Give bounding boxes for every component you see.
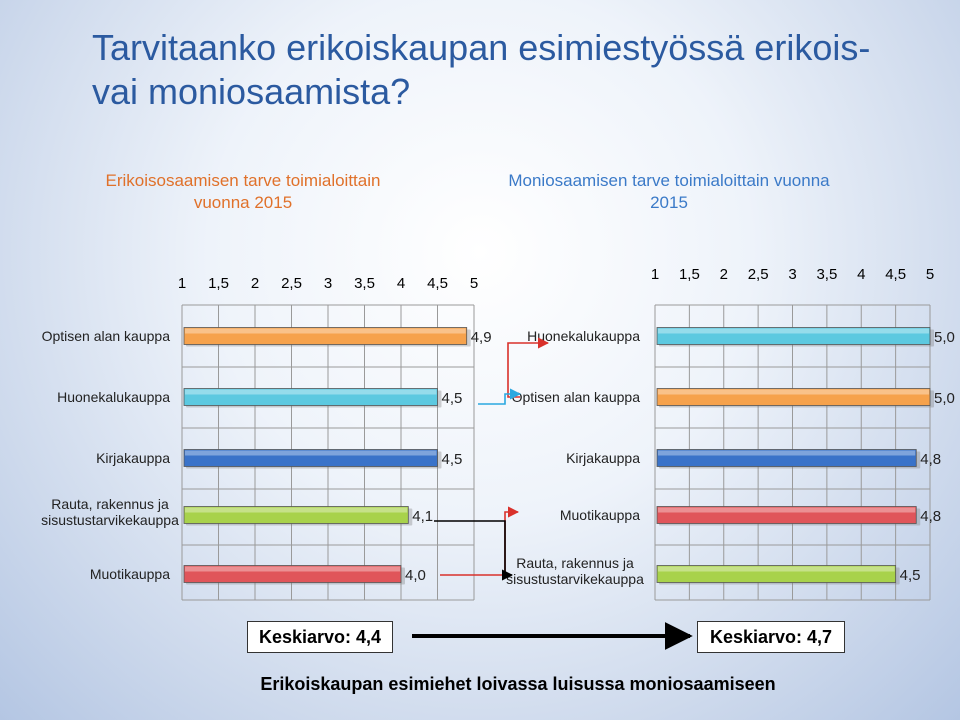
- value-label: 4,5: [442, 390, 463, 407]
- category-label: Rauta, rakennus ja sisustustarvikekauppa: [506, 555, 644, 587]
- category-label: Rauta, rakennus ja sisustustarvikekauppa: [41, 496, 179, 528]
- bar: [183, 449, 438, 467]
- rank-connectors: [434, 337, 550, 581]
- bar-highlight: [658, 507, 916, 513]
- bar: [183, 506, 409, 524]
- rank-change-arrow: [434, 520, 514, 581]
- bar: [656, 449, 917, 467]
- slide-title: Tarvitaanko erikoiskaupan esimiestyössä …: [92, 27, 871, 112]
- category-label: Huonekalukauppa: [527, 328, 640, 344]
- conclusion-text: Erikoiskaupan esimiehet loivassa luisuss…: [260, 674, 776, 694]
- x-tick-label: 1: [178, 275, 186, 292]
- bar-highlight: [185, 328, 466, 334]
- value-label: 5,0: [934, 329, 955, 346]
- bar-highlight: [658, 450, 916, 456]
- bar-highlight: [185, 507, 408, 513]
- x-tick-label: 1,5: [679, 266, 700, 283]
- bar: [656, 388, 931, 406]
- value-label: 4,8: [920, 451, 941, 468]
- value-label: 4,5: [900, 567, 921, 584]
- x-tick-label: 1: [651, 266, 659, 283]
- bar: [656, 565, 897, 583]
- category-label: Kirjakauppa: [566, 450, 640, 466]
- bar-highlight: [185, 566, 400, 572]
- x-tick-label: 5: [926, 266, 934, 283]
- value-label: 4,9: [471, 329, 492, 346]
- bar: [656, 506, 917, 524]
- x-tick-label: 4: [397, 275, 405, 292]
- x-tick-label: 5: [470, 275, 478, 292]
- value-label: 5,0: [934, 390, 955, 407]
- bar-highlight: [185, 389, 437, 395]
- category-label: Huonekalukauppa: [57, 389, 170, 405]
- category-label: Optisen alan kauppa: [42, 328, 171, 344]
- bar: [183, 388, 438, 406]
- left-chart: 1 1,5 2 2,5 3 3,5 4 4,5 5 4,9 Optisen alan kauppa 4…: [41, 275, 492, 601]
- bar: [183, 565, 402, 583]
- category-label: Kirjakauppa: [96, 450, 170, 466]
- rank-change-arrow: [478, 388, 522, 405]
- x-tick-label: 1,5: [208, 275, 229, 292]
- bar-highlight: [658, 566, 895, 572]
- x-tick-label: 2,5: [281, 275, 302, 292]
- bar-highlight: [185, 450, 437, 456]
- x-tick-label: 4,5: [885, 266, 906, 283]
- x-tick-label: 3: [324, 275, 332, 292]
- bar: [656, 327, 931, 345]
- category-label: Optisen alan kauppa: [512, 389, 641, 405]
- value-label: 4,8: [920, 508, 941, 525]
- value-label: 4,0: [405, 567, 426, 584]
- average-left-box: Keskiarvo: 4,4: [247, 621, 393, 653]
- average-right-box: Keskiarvo: 4,7: [697, 621, 845, 653]
- bar: [183, 327, 468, 345]
- x-tick-label: 3,5: [816, 266, 837, 283]
- x-tick-label: 2: [251, 275, 259, 292]
- bar-highlight: [658, 389, 929, 395]
- right-chart-title: Moniosaamisen tarve toimialoittain vuonn…: [508, 171, 830, 212]
- x-tick-label: 3,5: [354, 275, 375, 292]
- x-tick-label: 4: [857, 266, 865, 283]
- x-tick-label: 2,5: [748, 266, 769, 283]
- right-chart: 1 1,5 2 2,5 3 3,5 4 4,5 5 5,0 Huonekalukauppa 5,0 Op…: [506, 266, 955, 601]
- x-tick-label: 4,5: [427, 275, 448, 292]
- category-label: Muotikauppa: [560, 507, 640, 523]
- left-chart-title: Erikoisosaamisen tarve toimialoittain vu…: [105, 171, 381, 212]
- value-label: 4,1: [412, 508, 433, 525]
- x-tick-label: 3: [788, 266, 796, 283]
- value-label: 4,5: [442, 451, 463, 468]
- category-label: Muotikauppa: [90, 566, 170, 582]
- x-tick-label: 2: [720, 266, 728, 283]
- bar-highlight: [658, 328, 929, 334]
